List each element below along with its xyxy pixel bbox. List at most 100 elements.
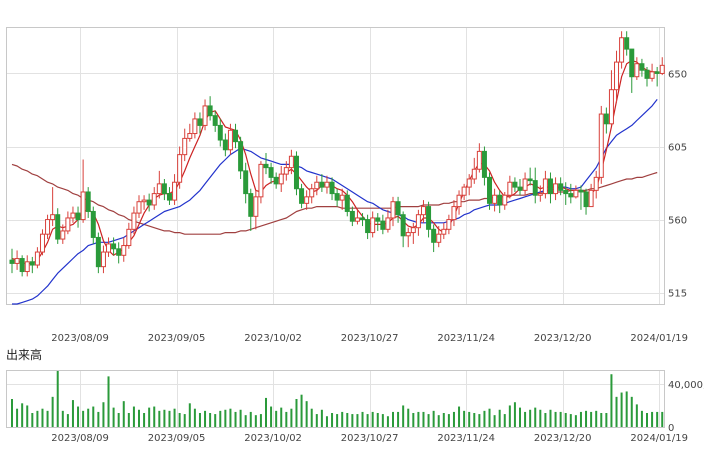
candle bbox=[431, 224, 437, 253]
candle bbox=[608, 70, 614, 126]
volume-bar bbox=[427, 414, 430, 427]
volume-bar bbox=[447, 414, 450, 427]
candle bbox=[487, 172, 493, 210]
volume-bar bbox=[432, 410, 435, 427]
candle-body bbox=[207, 105, 213, 117]
candle bbox=[410, 222, 416, 244]
volume-bar bbox=[92, 406, 95, 427]
candle bbox=[217, 118, 223, 147]
candle bbox=[55, 208, 61, 244]
candle bbox=[639, 58, 645, 77]
candle bbox=[324, 175, 330, 194]
candle-body bbox=[293, 155, 299, 190]
candle bbox=[65, 211, 71, 235]
candle bbox=[304, 190, 310, 210]
candle bbox=[375, 213, 381, 231]
candle-body bbox=[593, 176, 599, 191]
volume-bar bbox=[16, 408, 19, 427]
candle bbox=[649, 63, 655, 82]
candle bbox=[111, 237, 117, 256]
volume-bar bbox=[61, 410, 64, 427]
volume-bar bbox=[346, 413, 349, 427]
volume-bar bbox=[503, 414, 506, 427]
candlesticks bbox=[9, 31, 665, 277]
candle bbox=[365, 214, 371, 240]
candle bbox=[263, 153, 269, 175]
volume-bar bbox=[209, 413, 212, 427]
candle-body bbox=[426, 206, 432, 230]
candle-body bbox=[385, 217, 391, 230]
candle-body bbox=[288, 155, 294, 169]
candle bbox=[141, 195, 147, 210]
candle-body bbox=[446, 219, 452, 230]
candle-body bbox=[233, 129, 239, 143]
candle-body bbox=[334, 193, 340, 201]
volume-bar bbox=[493, 415, 496, 427]
volume-bar bbox=[656, 411, 659, 427]
volume-bar bbox=[564, 413, 567, 427]
volume-bar bbox=[529, 409, 532, 427]
candle-body bbox=[441, 228, 447, 235]
volume-bar bbox=[483, 410, 486, 427]
candle-body bbox=[395, 201, 401, 216]
candle bbox=[121, 237, 127, 262]
candle-body bbox=[14, 258, 20, 264]
candle-body bbox=[588, 189, 594, 208]
candle bbox=[507, 175, 513, 199]
volume-bar bbox=[300, 394, 303, 427]
candle-body bbox=[654, 71, 660, 74]
candle-body bbox=[532, 180, 538, 196]
candle-body bbox=[547, 178, 553, 195]
volume-bar bbox=[473, 413, 476, 427]
candle bbox=[329, 177, 335, 201]
candle bbox=[253, 190, 259, 230]
price-panel-frame bbox=[6, 27, 665, 305]
candle bbox=[390, 196, 396, 227]
price-x-tick-label: 2023/12/20 bbox=[534, 333, 592, 344]
volume-bar bbox=[407, 408, 410, 427]
price-y-tick-label: 605 bbox=[668, 143, 687, 154]
candle bbox=[95, 232, 101, 274]
candle bbox=[283, 161, 289, 181]
volume-panel-frame bbox=[6, 370, 665, 428]
candle bbox=[177, 146, 183, 189]
volume-bar bbox=[97, 411, 100, 427]
candle-body bbox=[106, 243, 112, 253]
candle bbox=[405, 227, 411, 248]
volume-bar bbox=[569, 414, 572, 427]
volume-bar bbox=[112, 407, 115, 427]
volume-bar bbox=[595, 410, 598, 427]
candle-body bbox=[70, 212, 76, 219]
candle bbox=[146, 193, 152, 212]
candle bbox=[497, 190, 503, 214]
candle-body bbox=[202, 105, 208, 126]
volume-bar bbox=[219, 410, 222, 427]
candle-body bbox=[55, 214, 61, 240]
price-x-tick-label: 2023/10/27 bbox=[341, 333, 399, 344]
candle-body bbox=[324, 181, 330, 188]
candle-body bbox=[116, 248, 122, 256]
price-x-tick-label: 2023/08/09 bbox=[51, 333, 109, 344]
volume-bar bbox=[244, 415, 247, 427]
candle bbox=[578, 185, 584, 210]
candle bbox=[654, 66, 660, 87]
candle bbox=[319, 174, 325, 192]
candle-body bbox=[45, 219, 51, 235]
candle-body bbox=[344, 194, 350, 212]
candle-body bbox=[121, 245, 127, 256]
candle bbox=[50, 187, 56, 227]
candle-body bbox=[248, 193, 254, 217]
candle bbox=[451, 200, 457, 227]
candle-body bbox=[314, 181, 320, 190]
candle bbox=[339, 188, 345, 210]
candle bbox=[299, 183, 305, 209]
volume-bars bbox=[11, 371, 664, 427]
candle bbox=[233, 123, 239, 149]
candle-body bbox=[273, 176, 279, 185]
volume-bar bbox=[524, 411, 527, 427]
volume-bar bbox=[422, 411, 425, 427]
candle bbox=[182, 128, 188, 162]
candle-body bbox=[466, 178, 472, 188]
volume-bar bbox=[478, 414, 481, 427]
